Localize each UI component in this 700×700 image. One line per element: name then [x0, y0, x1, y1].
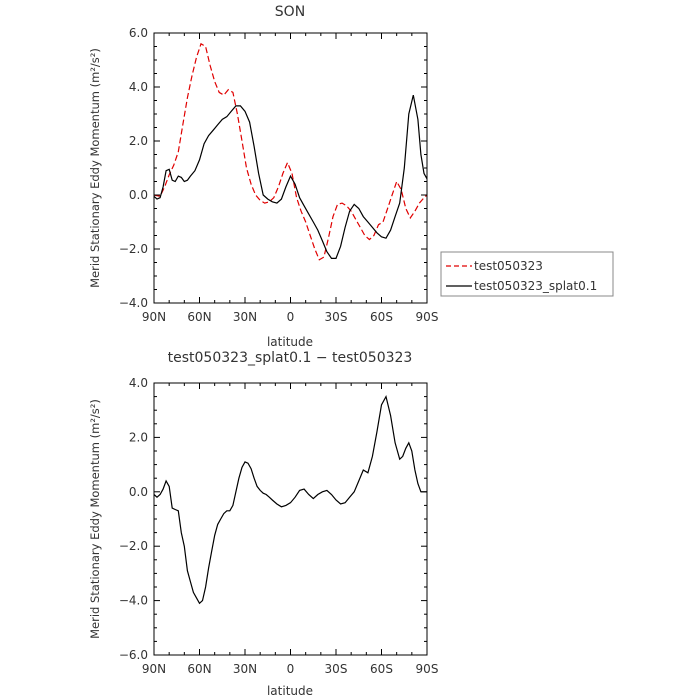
x-tick-label: 60N [187, 310, 211, 324]
y-tick-label: 2.0 [129, 134, 148, 148]
chart-title: SON [275, 4, 305, 20]
x-tick-label: 0 [287, 662, 295, 676]
plot-frame [153, 32, 428, 304]
y-tick-label: 6.0 [129, 26, 148, 40]
x-axis-label: latitude [267, 684, 313, 698]
series-line-test050323 [153, 42, 428, 261]
series-line-difference [153, 394, 427, 605]
y-tick-label: −6.0 [119, 648, 148, 662]
y-tick-label: −4.0 [119, 594, 148, 608]
y-axis-label: Merid Stationary Eddy Momentum (m²/s²) [88, 399, 102, 639]
x-tick-label: 90N [142, 662, 166, 676]
y-tick-label: −4.0 [119, 296, 148, 310]
y-tick-label: 4.0 [129, 80, 148, 94]
x-tick-label: 60N [187, 662, 211, 676]
panel-son: SON −4.0 −2.0 0.0 2.0 4.0 6.0 90N 60N 30N 0 30S 60S… [88, 4, 438, 349]
y-tick-label: −2.0 [119, 242, 148, 256]
legend-label-test050323: test050323 [474, 259, 543, 273]
y-tick-label: −2.0 [119, 539, 148, 553]
y-tick-label: 0.0 [129, 188, 148, 202]
chart-title: test050323_splat0.1 − test050323 [168, 350, 413, 366]
series-line-test050323-splat0-1 [153, 94, 428, 259]
y-tick-label: 0.0 [129, 485, 148, 499]
x-tick-label: 60S [370, 662, 393, 676]
y-tick-label: 2.0 [129, 430, 148, 444]
y-axis-label: Merid Stationary Eddy Momentum (m²/s²) [88, 48, 102, 288]
x-tick-label: 30N [233, 310, 257, 324]
x-tick-label: 90N [142, 310, 166, 324]
panel-difference: test050323_splat0.1 − test050323 −6.0 −4.… [88, 350, 438, 698]
legend: test050323 test050323_splat0.1 [440, 251, 614, 297]
x-tick-label: 30S [325, 662, 348, 676]
legend-box [440, 251, 614, 297]
x-tick-label: 30N [233, 662, 257, 676]
x-tick-label: 90S [416, 662, 439, 676]
x-tick-label: 60S [370, 310, 393, 324]
y-tick-label: 4.0 [129, 376, 148, 390]
x-axis-label: latitude [267, 335, 313, 349]
x-tick-label: 30S [325, 310, 348, 324]
x-tick-label: 90S [416, 310, 439, 324]
x-tick-label: 0 [287, 310, 295, 324]
plot-frame [153, 382, 428, 656]
legend-label-test050323-splat: test050323_splat0.1 [474, 279, 597, 293]
